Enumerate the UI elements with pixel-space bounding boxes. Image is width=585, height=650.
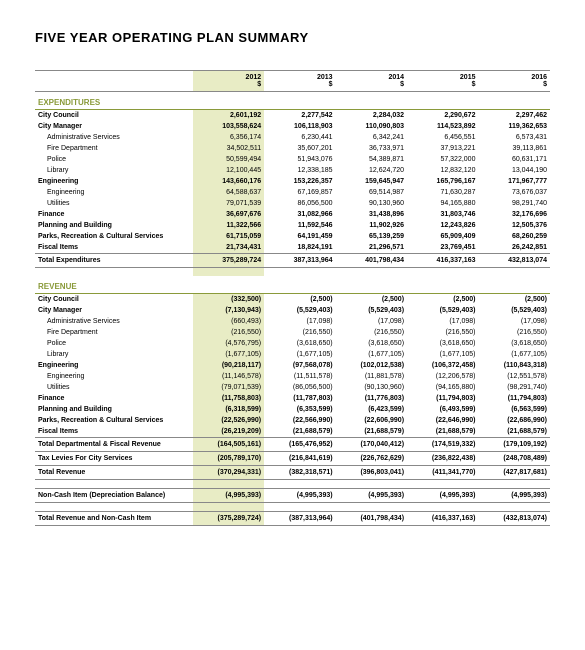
- year-col: 2014$: [336, 71, 407, 92]
- year-header: 2012$2013$2014$2015$2016$: [35, 71, 550, 92]
- page-title: FIVE YEAR OPERATING PLAN SUMMARY: [35, 30, 550, 45]
- year-col: 2016$: [478, 71, 550, 92]
- section-header: EXPENDITURES: [35, 92, 550, 110]
- year-col: 2012$: [193, 71, 264, 92]
- plan-table: 2012$2013$2014$2015$2016$EXPENDITURESCit…: [35, 70, 550, 526]
- year-col: 2015$: [407, 71, 478, 92]
- section-header: REVENUE: [35, 276, 550, 294]
- year-col: 2013$: [264, 71, 335, 92]
